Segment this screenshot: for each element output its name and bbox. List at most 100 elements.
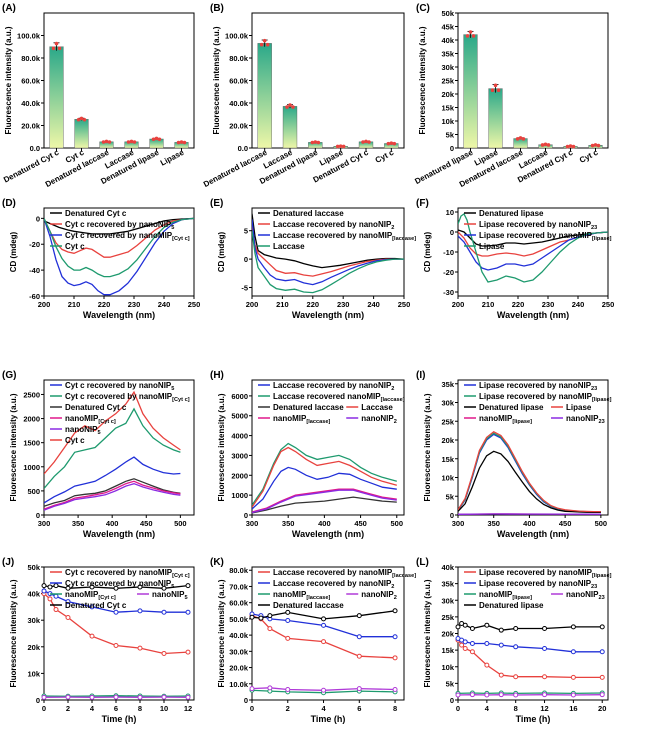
legend-label: nanoNIP2 bbox=[361, 590, 397, 601]
data-point bbox=[392, 686, 398, 692]
replicate-point bbox=[154, 136, 159, 141]
y-tick-label: 5k bbox=[446, 492, 455, 501]
y-tick-label: 20.0k bbox=[229, 122, 249, 131]
data-point bbox=[267, 626, 273, 632]
series-line-denatured-cyt-c bbox=[44, 478, 181, 507]
y-axis-label: Fluorescence intensity (a.u.) bbox=[423, 579, 432, 687]
replicate-point bbox=[568, 144, 573, 148]
legend-label: Lipase recovered by nanoMIP[lipase] bbox=[479, 392, 612, 403]
data-point bbox=[570, 649, 576, 655]
plot-frame bbox=[457, 12, 609, 149]
data-point bbox=[484, 662, 490, 668]
y-tick-label: 20k bbox=[441, 90, 454, 99]
y-tick-label: 20k bbox=[441, 630, 454, 639]
y-tick-label: 5k bbox=[446, 679, 455, 688]
x-tick-label: 400 bbox=[523, 519, 536, 528]
y-tick-label: 25k bbox=[441, 77, 454, 86]
replicate-point bbox=[132, 140, 137, 144]
y-tick-label: 35k bbox=[441, 380, 454, 389]
x-axis-label: Wavelength (nm) bbox=[292, 310, 364, 320]
y-tick-label: 50k bbox=[27, 563, 40, 572]
y-tick-label: 10.0k bbox=[229, 680, 249, 689]
x-axis-label: Wavelength (nm) bbox=[292, 529, 364, 539]
data-point bbox=[356, 653, 362, 659]
x-tick-label: 250 bbox=[188, 300, 201, 309]
panel-label: (F) bbox=[416, 198, 429, 209]
data-point bbox=[392, 655, 398, 661]
legend-label: Lipase recovered by nanoMIP[lipase] bbox=[479, 231, 612, 242]
data-point bbox=[321, 616, 327, 622]
y-axis-label: CD (mdeg) bbox=[217, 231, 226, 272]
legend-label: nanoMIP[lipase] bbox=[479, 590, 532, 601]
series-line-laccase-recovered-nanomip-laccase bbox=[252, 442, 397, 506]
replicate-point bbox=[515, 137, 520, 141]
replicate-point bbox=[129, 139, 134, 144]
y-tick-label: 35k bbox=[441, 580, 454, 589]
series-line-laccase-recovered-by-nanonip-2 bbox=[252, 466, 397, 510]
plot-frame bbox=[43, 566, 195, 701]
replicate-point bbox=[316, 140, 321, 145]
y-tick-label: 0 bbox=[244, 255, 248, 264]
replicate-point bbox=[521, 137, 526, 141]
series-line-nanomip-laccase bbox=[252, 488, 397, 513]
y-tick-label: 5000 bbox=[231, 412, 248, 421]
y-tick-label: 0.0 bbox=[238, 144, 248, 153]
legend-label: Laccase recovered nanoMIP[laccase] bbox=[273, 392, 405, 403]
data-point bbox=[599, 649, 605, 655]
series-line-laccase-recovered-by-nanomip-laccase bbox=[252, 219, 404, 286]
x-axis-label: Wavelength (nm) bbox=[83, 529, 155, 539]
y-tick-label: 40k bbox=[441, 36, 454, 45]
data-point bbox=[47, 596, 53, 602]
data-point bbox=[484, 640, 490, 646]
legend-label: Lipase bbox=[566, 403, 592, 412]
series-line-denatured-lipase bbox=[458, 450, 601, 514]
y-axis-label: Fluorescence intensity (a.u.) bbox=[423, 393, 432, 501]
data-point bbox=[459, 642, 465, 648]
plot-frame bbox=[43, 379, 195, 516]
data-point bbox=[513, 626, 519, 632]
x-category-label: Cyt c bbox=[578, 148, 600, 165]
x-tick-label: 210 bbox=[276, 300, 289, 309]
x-tick-label: 500 bbox=[595, 519, 608, 528]
chart-panel-j: 0 2 4 6 8 10 12 0 10k 20k 30k 40k 50k Cyt c recovered… bbox=[2, 557, 195, 724]
replicate-point bbox=[176, 140, 181, 145]
data-point bbox=[89, 633, 95, 639]
data-point bbox=[321, 639, 327, 645]
x-tick-label: 4 bbox=[485, 704, 490, 713]
y-tick-label: -5 bbox=[241, 283, 248, 292]
data-point bbox=[258, 615, 264, 621]
series-line-lipase-recovered-by-nanomip-lipase bbox=[458, 231, 608, 271]
data-point bbox=[137, 694, 143, 700]
y-tick-label: 45k bbox=[441, 23, 454, 32]
series-line-lipase-recovered-by-nanonip-23 bbox=[458, 433, 601, 513]
replicate-point bbox=[126, 140, 131, 144]
y-tick-label: 15k bbox=[441, 646, 454, 655]
y-tick-label: -30 bbox=[443, 288, 454, 297]
data-point bbox=[137, 608, 143, 614]
panel-label: (D) bbox=[2, 198, 16, 209]
y-tick-label: 1000 bbox=[231, 491, 248, 500]
y-tick-label: 0 bbox=[244, 511, 248, 520]
plot-frame bbox=[251, 379, 405, 516]
data-point bbox=[65, 599, 71, 605]
bar-denatured-laccase bbox=[513, 138, 528, 149]
replicate-point bbox=[151, 137, 156, 142]
data-point bbox=[599, 674, 605, 680]
x-tick-label: 250 bbox=[602, 300, 615, 309]
data-point bbox=[137, 584, 143, 590]
series-line-cyt-c bbox=[44, 390, 181, 475]
y-tick-label: 0 bbox=[36, 214, 40, 223]
data-point bbox=[469, 692, 475, 698]
x-tick-label: 300 bbox=[38, 519, 51, 528]
data-point bbox=[570, 692, 576, 698]
x-tick-label: 20 bbox=[598, 704, 606, 713]
y-tick-label: 4000 bbox=[231, 432, 248, 441]
data-point bbox=[599, 624, 605, 630]
data-point bbox=[89, 604, 95, 610]
replicate-point bbox=[57, 46, 62, 51]
x-tick-label: 12 bbox=[540, 704, 548, 713]
legend-label: nanoNIP2 bbox=[361, 414, 397, 425]
legend-label: Laccase recovered by nanoMIP[laccase] bbox=[273, 231, 416, 242]
y-tick-label: 30k bbox=[441, 596, 454, 605]
data-point bbox=[267, 685, 273, 691]
